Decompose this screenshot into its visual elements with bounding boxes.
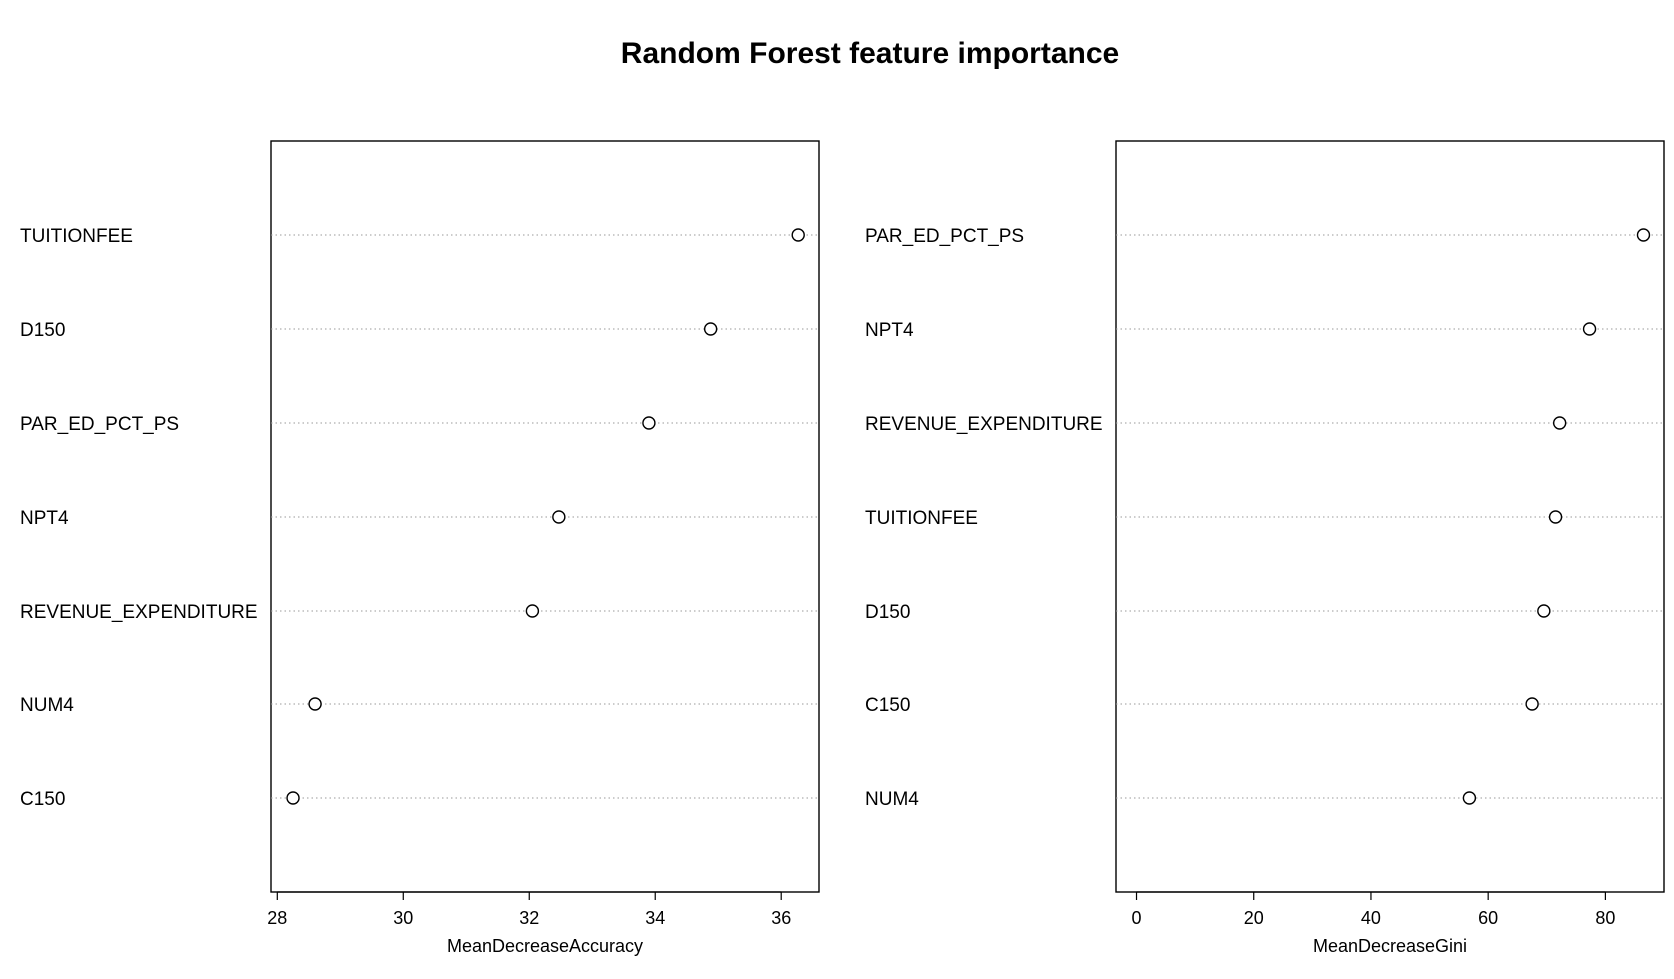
x-tick-label: 80 xyxy=(1595,908,1615,928)
x-tick-label: 20 xyxy=(1244,908,1264,928)
importance-point xyxy=(308,697,322,711)
feature-label: C150 xyxy=(865,695,910,716)
importance-point xyxy=(525,604,540,618)
feature-label: C150 xyxy=(20,789,65,810)
feature-label: REVENUE_EXPENDITURE xyxy=(865,414,1103,435)
importance-point xyxy=(703,322,718,336)
x-tick-label: 60 xyxy=(1478,908,1498,928)
importance-point xyxy=(1548,510,1563,524)
importance-point xyxy=(642,416,656,430)
x-tick-label: 28 xyxy=(267,908,287,928)
importance-point xyxy=(286,791,300,805)
importance-point xyxy=(1525,697,1539,711)
feature-label: NUM4 xyxy=(865,789,919,810)
feature-label: D150 xyxy=(865,602,910,623)
importance-point xyxy=(552,510,566,524)
x-axis-label: MeanDecreaseGini xyxy=(1313,936,1467,956)
chart-title: Random Forest feature importance xyxy=(621,37,1119,70)
x-tick-label: 40 xyxy=(1361,908,1381,928)
x-tick-label: 0 xyxy=(1132,908,1142,928)
x-tick-label: 30 xyxy=(393,908,413,928)
accuracy-panel: TUITIONFEE D150 PAR_ED_PCT_PS NPT4 REVENUE_E… xyxy=(20,140,820,956)
gini-panel: PAR_ED_PCT_PS NPT4 REVENUE_EXPENDITURE TUIT… xyxy=(865,140,1665,956)
feature-label: NPT4 xyxy=(865,320,914,341)
importance-point xyxy=(1636,228,1651,242)
feature-label: NPT4 xyxy=(20,508,69,529)
x-tick-label: 34 xyxy=(645,908,665,928)
importance-point xyxy=(1537,604,1551,618)
feature-label: PAR_ED_PCT_PS xyxy=(865,226,1024,247)
feature-label: REVENUE_EXPENDITURE xyxy=(20,602,258,623)
importance-point xyxy=(1552,416,1567,430)
feature-label: PAR_ED_PCT_PS xyxy=(20,414,179,435)
feature-label: D150 xyxy=(20,320,65,341)
x-tick-label: 32 xyxy=(519,908,539,928)
x-axis-label: MeanDecreaseAccuracy xyxy=(447,936,643,956)
feature-label: NUM4 xyxy=(20,695,74,716)
importance-point xyxy=(1582,322,1597,336)
importance-point xyxy=(1462,791,1477,805)
feature-label: TUITIONFEE xyxy=(865,508,978,529)
importance-point xyxy=(791,228,805,242)
x-tick-label: 36 xyxy=(771,908,791,928)
feature-label: TUITIONFEE xyxy=(20,226,133,247)
